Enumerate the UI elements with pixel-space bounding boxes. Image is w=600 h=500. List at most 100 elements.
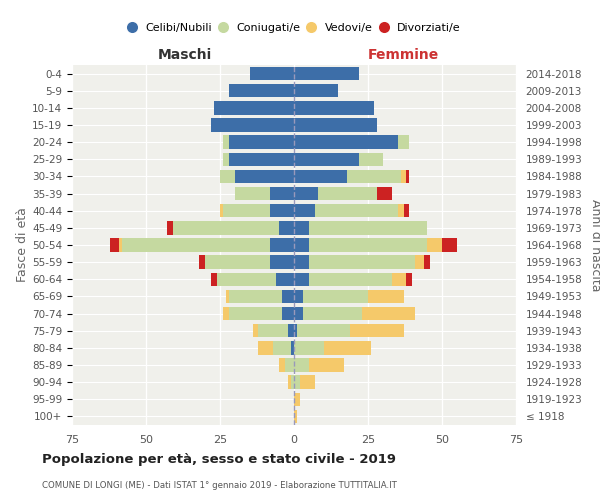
Bar bbox=[276, 272, 294, 286]
Bar bbox=[294, 324, 404, 338]
Bar bbox=[271, 256, 294, 269]
Bar bbox=[294, 307, 303, 320]
Bar bbox=[294, 341, 323, 354]
Bar bbox=[294, 376, 315, 389]
Bar bbox=[294, 170, 409, 183]
Bar bbox=[220, 204, 294, 218]
Bar bbox=[220, 170, 294, 183]
Bar bbox=[205, 256, 294, 269]
Bar bbox=[271, 187, 294, 200]
Bar bbox=[229, 136, 294, 149]
Bar bbox=[294, 290, 404, 303]
Bar bbox=[235, 170, 294, 183]
Legend: Celibi/Nubili, Coniugati/e, Vedovi/e, Divorziati/e: Celibi/Nubili, Coniugati/e, Vedovi/e, Di… bbox=[125, 20, 463, 36]
Bar bbox=[229, 307, 294, 320]
Bar bbox=[294, 118, 377, 132]
Bar bbox=[250, 67, 294, 80]
Bar bbox=[273, 341, 294, 354]
Bar bbox=[214, 101, 294, 114]
Bar bbox=[294, 392, 300, 406]
Bar bbox=[110, 238, 294, 252]
Bar bbox=[294, 256, 415, 269]
Bar bbox=[294, 118, 377, 132]
Bar bbox=[294, 221, 427, 234]
Bar bbox=[288, 376, 294, 389]
Bar bbox=[294, 238, 427, 252]
Bar bbox=[294, 152, 383, 166]
Bar bbox=[294, 84, 338, 98]
Bar bbox=[294, 67, 359, 80]
Bar bbox=[250, 67, 294, 80]
Bar bbox=[226, 290, 294, 303]
Bar bbox=[271, 204, 294, 218]
Bar bbox=[214, 101, 294, 114]
Bar bbox=[294, 238, 442, 252]
Bar bbox=[226, 290, 294, 303]
Bar bbox=[294, 324, 297, 338]
Bar bbox=[205, 256, 294, 269]
Text: COMUNE DI LONGI (ME) - Dati ISTAT 1° gennaio 2019 - Elaborazione TUTTITALIA.IT: COMUNE DI LONGI (ME) - Dati ISTAT 1° gen… bbox=[42, 481, 397, 490]
Bar bbox=[223, 204, 294, 218]
Bar bbox=[173, 221, 294, 234]
Bar bbox=[220, 204, 294, 218]
Bar bbox=[294, 392, 300, 406]
Bar bbox=[294, 221, 427, 234]
Bar bbox=[294, 187, 377, 200]
Bar bbox=[294, 256, 424, 269]
Bar bbox=[294, 238, 457, 252]
Bar bbox=[294, 221, 427, 234]
Bar bbox=[294, 341, 371, 354]
Bar bbox=[223, 152, 294, 166]
Bar bbox=[223, 307, 294, 320]
Bar bbox=[214, 101, 294, 114]
Bar bbox=[294, 152, 383, 166]
Bar bbox=[294, 187, 317, 200]
Bar bbox=[294, 101, 374, 114]
Bar bbox=[294, 84, 338, 98]
Bar bbox=[253, 324, 294, 338]
Bar bbox=[250, 67, 294, 80]
Bar bbox=[294, 290, 303, 303]
Bar bbox=[294, 67, 359, 80]
Bar bbox=[294, 272, 412, 286]
Bar bbox=[223, 152, 294, 166]
Bar bbox=[291, 341, 294, 354]
Bar bbox=[294, 238, 309, 252]
Text: Femmine: Femmine bbox=[368, 48, 439, 62]
Bar bbox=[294, 256, 309, 269]
Bar bbox=[294, 307, 415, 320]
Bar bbox=[291, 376, 294, 389]
Bar bbox=[294, 187, 392, 200]
Bar bbox=[294, 341, 371, 354]
Bar bbox=[294, 410, 297, 423]
Bar bbox=[294, 290, 368, 303]
Bar bbox=[119, 238, 294, 252]
Bar bbox=[294, 170, 401, 183]
Bar bbox=[235, 187, 294, 200]
Bar bbox=[282, 307, 294, 320]
Bar bbox=[235, 187, 294, 200]
Bar bbox=[294, 136, 409, 149]
Bar bbox=[294, 118, 377, 132]
Bar bbox=[294, 84, 338, 98]
Bar bbox=[259, 341, 294, 354]
Bar bbox=[294, 204, 404, 218]
Bar bbox=[279, 221, 294, 234]
Bar bbox=[294, 290, 404, 303]
Bar bbox=[294, 136, 398, 149]
Bar bbox=[122, 238, 294, 252]
Bar bbox=[294, 204, 315, 218]
Bar bbox=[294, 221, 309, 234]
Bar bbox=[229, 152, 294, 166]
Bar bbox=[294, 152, 359, 166]
Bar bbox=[211, 118, 294, 132]
Bar bbox=[223, 136, 294, 149]
Bar bbox=[294, 187, 377, 200]
Bar bbox=[229, 290, 294, 303]
Bar bbox=[294, 136, 409, 149]
Bar bbox=[229, 84, 294, 98]
Bar bbox=[211, 118, 294, 132]
Y-axis label: Anni di nascita: Anni di nascita bbox=[589, 198, 600, 291]
Bar bbox=[259, 324, 294, 338]
Bar bbox=[235, 187, 294, 200]
